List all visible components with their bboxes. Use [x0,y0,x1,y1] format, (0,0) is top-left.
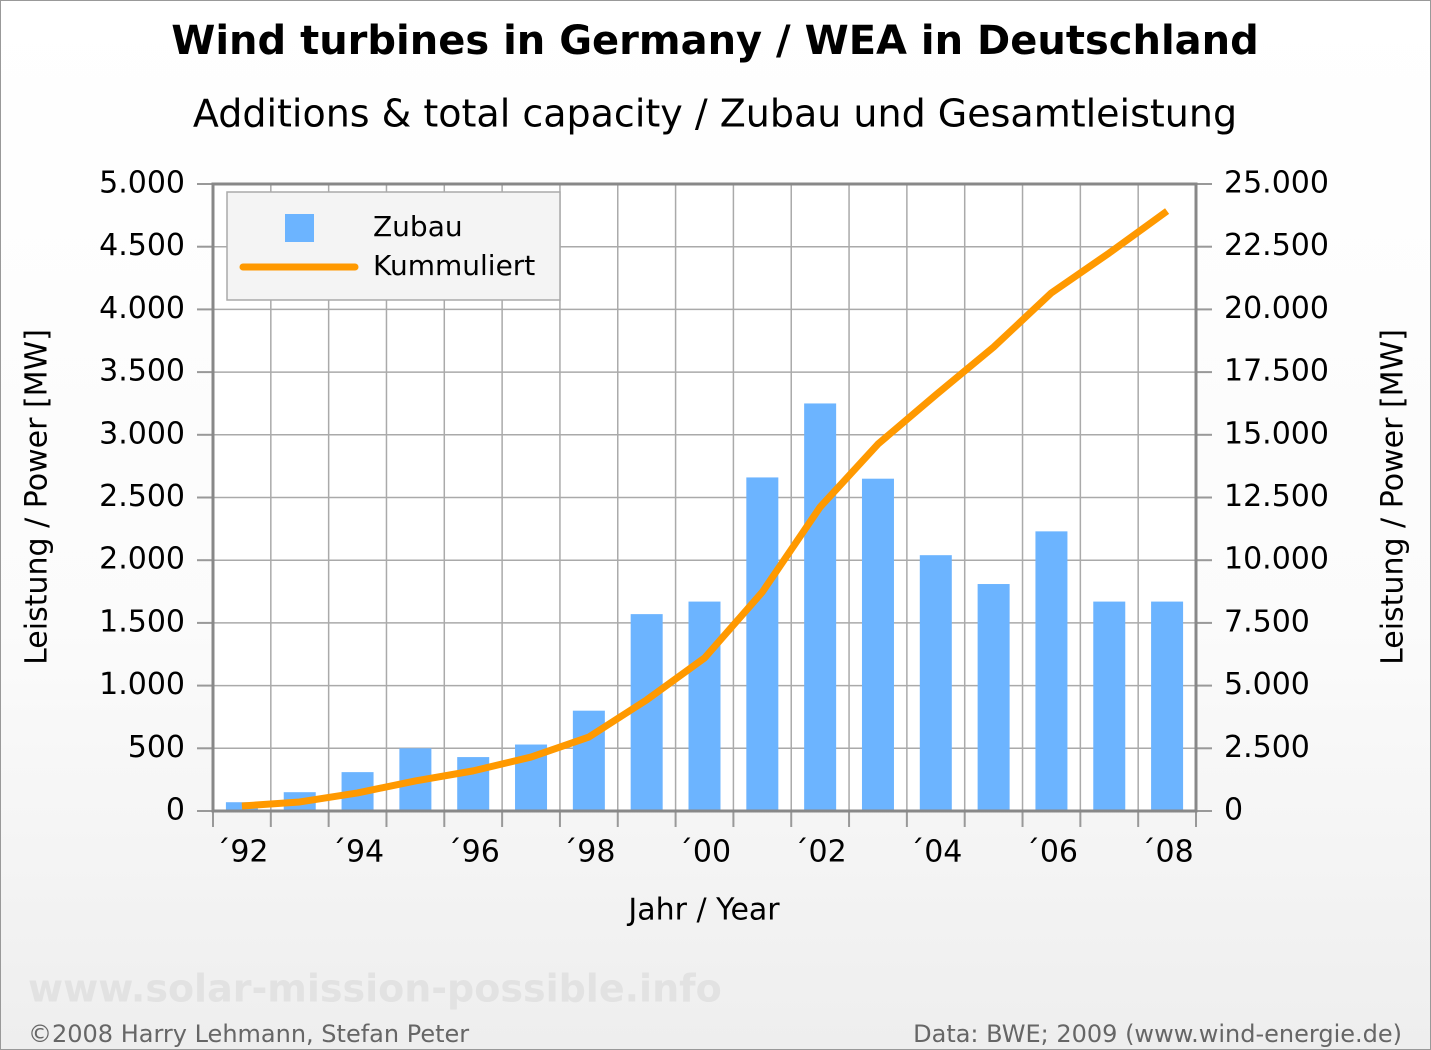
y2-tick-label: 20.000 [1224,291,1329,326]
chart-subtitle: Additions & total capacity / Zubau und G… [193,92,1237,136]
x-tick-label: ´06 [1025,835,1078,870]
bar [977,584,1010,811]
credit-left: ©2008 Harry Lehmann, Stefan Peter [28,1020,469,1048]
bar [746,477,779,811]
y2-tick-label: 22.500 [1224,228,1329,263]
x-tick-label: ´92 [215,835,268,870]
y2-tick-label: 5.000 [1224,667,1310,702]
bar [688,601,721,811]
bar [1151,601,1184,811]
y-tick-label: 2.000 [99,542,185,577]
y-tick-label: 5.000 [99,166,185,201]
legend-label: Zubau [373,210,463,243]
x-tick-label: ´94 [331,835,384,870]
y2-tick-label: 0 [1224,793,1243,828]
bar [919,555,952,811]
plot-frame [211,182,1198,813]
y2-tick-label: 25.000 [1224,166,1329,201]
bar [861,478,894,811]
y-tick-label: 1.000 [99,667,185,702]
watermark: www.solar-mission-possible.info [28,967,722,1011]
y-tick-label: 3.000 [99,416,185,451]
bar [804,403,837,811]
y-tick-label: 0 [166,793,185,828]
chart-title: Wind turbines in Germany / WEA in Deutsc… [171,18,1259,64]
legend-box [226,191,561,301]
y2-tick-label: 12.500 [1224,479,1329,514]
x-tick-label: ´98 [562,835,615,870]
x-tick-label: ´02 [794,835,847,870]
y-tick-label: 2.500 [99,479,185,514]
x-tick-label: ´96 [447,835,500,870]
y-tick-label: 1.500 [99,604,185,639]
bar [630,614,663,811]
y-tick-label: 3.500 [99,354,185,389]
legend-swatch [285,214,314,242]
y2-tick-label: 7.500 [1224,604,1310,639]
x-tick-label: ´08 [1140,835,1193,870]
y2-tick-label: 15.000 [1224,416,1329,451]
y2-tick-label: 17.500 [1224,354,1329,389]
y-tick-label: 500 [128,730,185,765]
x-tick-label: ´00 [678,835,731,870]
bar [1093,601,1126,811]
y-axis-label: Leistung / Power [MW] [20,329,55,665]
y-tick-label: 4.500 [99,228,185,263]
bar [225,802,258,811]
y2-tick-label: 10.000 [1224,542,1329,577]
line [241,208,1170,810]
y2-axis-label: Leistung / Power [MW] [1376,329,1411,665]
y2-tick-label: 2.500 [1224,730,1310,765]
credit-right: Data: BWE; 2009 (www.wind-energie.de) [913,1020,1402,1048]
x-axis-label: Jahr / Year [626,893,780,928]
y-tick-label: 4.000 [99,291,185,326]
legend-label: Kummuliert [373,249,535,282]
bar [1035,531,1068,811]
x-tick-label: ´04 [909,835,962,870]
